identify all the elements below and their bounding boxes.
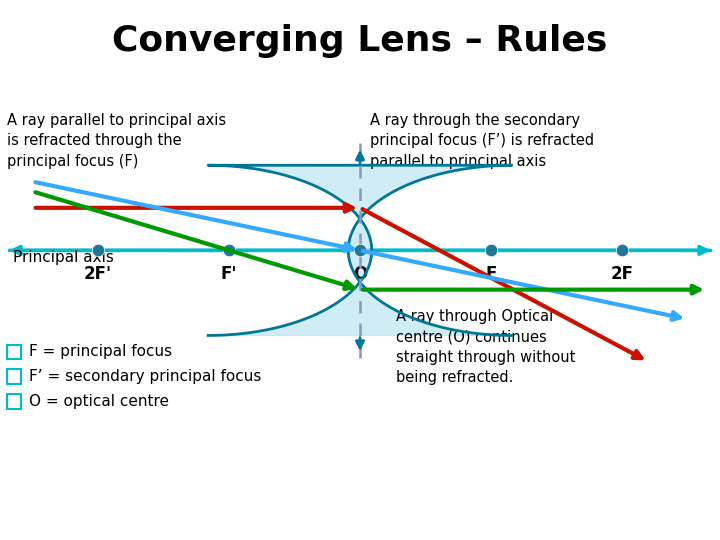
Text: 2F: 2F xyxy=(611,265,634,283)
Polygon shape xyxy=(208,165,512,335)
Text: F = principal focus: F = principal focus xyxy=(29,345,172,359)
Bar xyxy=(6,369,21,384)
Text: A ray through the secondary
principal focus (F’) is refracted
parallel to princi: A ray through the secondary principal fo… xyxy=(370,113,594,168)
Text: Converging Lens – Rules: Converging Lens – Rules xyxy=(112,24,608,58)
Bar xyxy=(6,345,21,359)
Text: 2F': 2F' xyxy=(84,265,112,283)
Text: A ray through Optical
centre (O) continues
straight through without
being refrac: A ray through Optical centre (O) continu… xyxy=(396,309,575,386)
Text: F': F' xyxy=(221,265,238,283)
Text: A ray parallel to principal axis
is refracted through the
principal focus (F): A ray parallel to principal axis is refr… xyxy=(6,113,225,168)
Text: O = optical centre: O = optical centre xyxy=(29,394,168,409)
Text: F: F xyxy=(485,265,497,283)
Bar xyxy=(6,394,21,409)
Text: Principal axis: Principal axis xyxy=(13,250,114,265)
Text: O: O xyxy=(353,265,367,283)
Text: F’ = secondary principal focus: F’ = secondary principal focus xyxy=(29,369,261,384)
